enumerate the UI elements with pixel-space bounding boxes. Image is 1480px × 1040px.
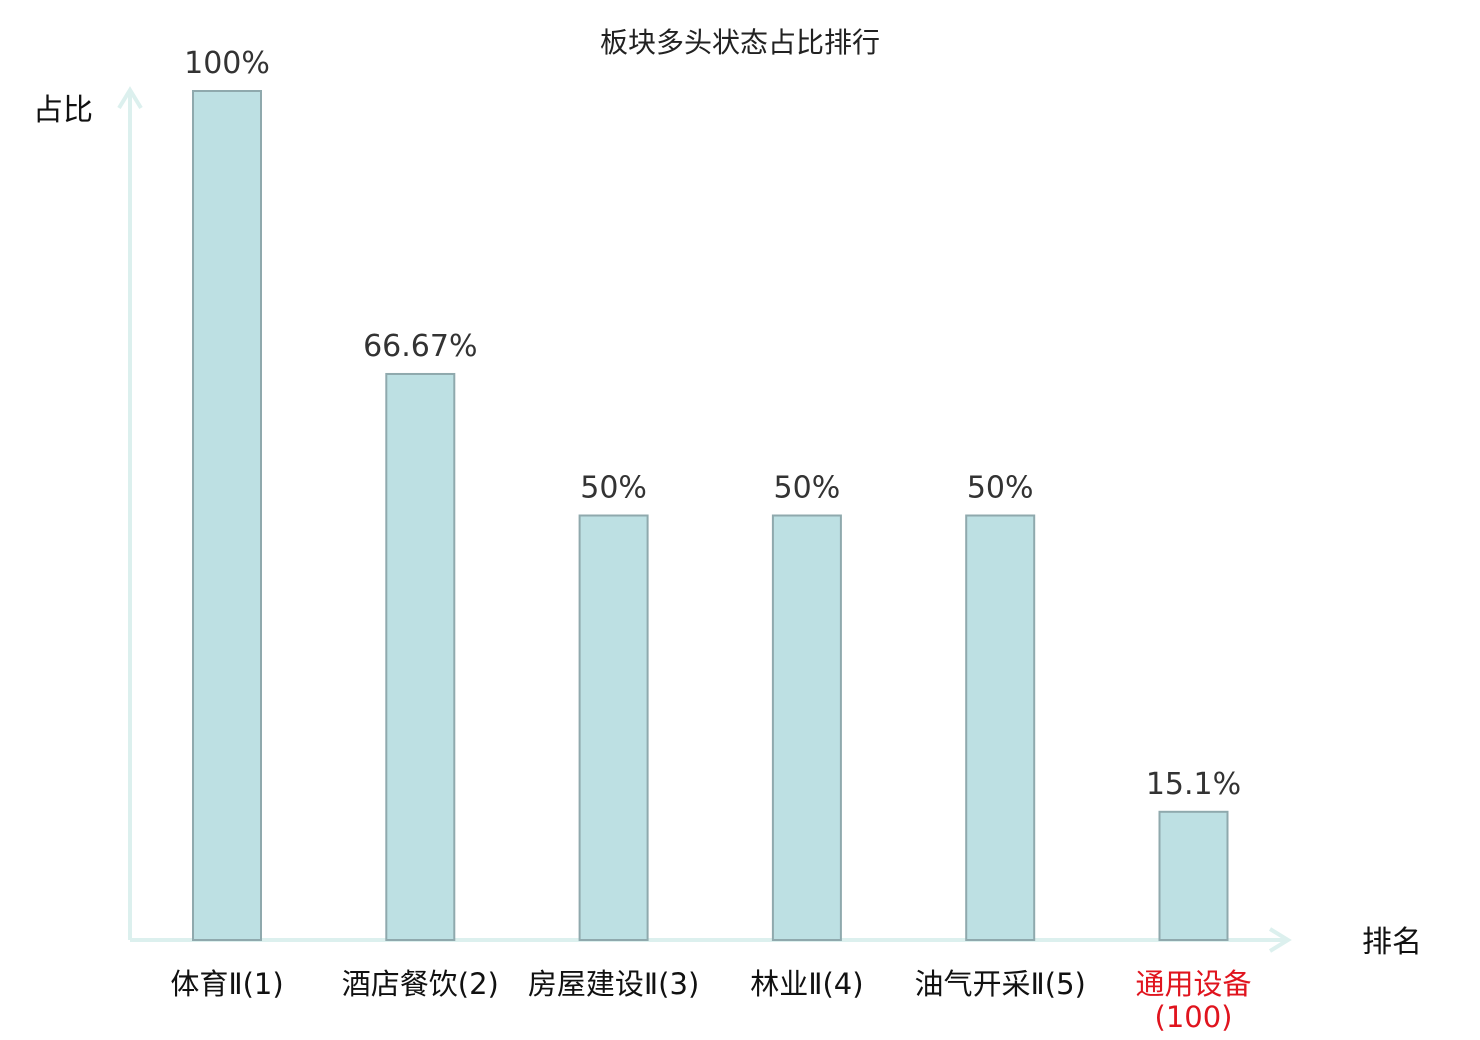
value-label-6: 15.1% [1146, 767, 1241, 802]
x-tick-label-line: 体育Ⅱ(1) [170, 967, 283, 1001]
x-tick-label-line: 房屋建设Ⅱ(3) [528, 967, 699, 1001]
x-tick-label-line: (100) [1155, 1000, 1233, 1034]
x-tick-label-6: 通用设备(100) [1135, 967, 1251, 1034]
value-label-4: 50% [774, 471, 841, 506]
bar-2 [385, 372, 456, 942]
bar-1 [192, 90, 262, 941]
x-tick-label-1: 体育Ⅱ(1) [170, 967, 283, 1001]
bar-6 [1158, 810, 1229, 942]
x-axis: 排名 [130, 925, 1422, 960]
value-label-2: 66.67% [363, 329, 477, 364]
y-axis-label: 占比 [33, 93, 93, 128]
x-axis-label: 排名 [1362, 925, 1422, 960]
chart-title: 板块多头状态占比排行 [600, 26, 880, 59]
bars-group [192, 90, 1229, 942]
x-axis-arrow [1268, 927, 1292, 953]
x-tick-label-4: 林业Ⅱ(4) [750, 967, 863, 1001]
bar-4 [771, 514, 842, 941]
bar-3 [578, 514, 649, 941]
x-tick-label-3: 房屋建设Ⅱ(3) [528, 967, 699, 1001]
value-label-1: 100% [184, 46, 270, 81]
value-label-3: 50% [580, 471, 647, 506]
value-labels-group: 100% 66.67% 50% 50% 50% 15.1% [184, 46, 1241, 802]
x-tick-label-line: 林业Ⅱ(4) [750, 967, 863, 1001]
bar-5 [965, 514, 1036, 941]
x-tick-label-line: 通用设备 [1135, 967, 1251, 1001]
y-axis: 占比 [33, 86, 143, 940]
x-tick-labels-group: 体育Ⅱ(1) 酒店餐饮(2) 房屋建设Ⅱ(3) 林业Ⅱ(4) 油气开采Ⅱ(5) 通用设备(… [170, 967, 1251, 1034]
x-tick-label-line: 酒店餐饮(2) [342, 967, 499, 1001]
x-tick-label-5: 油气开采Ⅱ(5) [915, 967, 1086, 1001]
x-tick-label-2: 酒店餐饮(2) [342, 967, 499, 1001]
value-label-5: 50% [967, 471, 1034, 506]
y-axis-arrow [117, 86, 143, 110]
x-tick-label-line: 油气开采Ⅱ(5) [915, 967, 1086, 1001]
